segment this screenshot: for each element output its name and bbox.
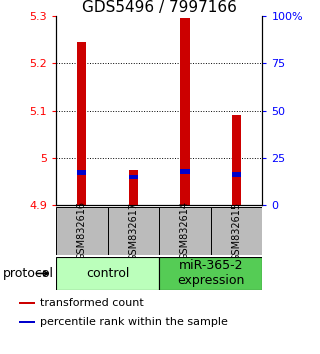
Bar xyxy=(129,170,138,205)
Text: percentile rank within the sample: percentile rank within the sample xyxy=(40,317,228,327)
Text: control: control xyxy=(86,267,129,280)
Text: GSM832617: GSM832617 xyxy=(128,201,139,261)
Bar xyxy=(180,169,190,173)
Bar xyxy=(159,257,262,290)
Bar xyxy=(77,170,86,175)
Bar xyxy=(159,207,211,255)
Text: miR-365-2
expression: miR-365-2 expression xyxy=(177,259,244,287)
Text: GSM832616: GSM832616 xyxy=(77,201,87,261)
Bar xyxy=(19,302,35,304)
Bar xyxy=(19,321,35,323)
Text: GSM832615: GSM832615 xyxy=(232,201,242,261)
Bar xyxy=(180,18,190,205)
Bar xyxy=(56,257,159,290)
Text: protocol: protocol xyxy=(3,267,54,280)
Bar xyxy=(129,175,138,179)
Bar xyxy=(232,115,241,205)
Bar xyxy=(232,172,241,177)
Text: GSM832614: GSM832614 xyxy=(180,201,190,261)
Text: transformed count: transformed count xyxy=(40,298,144,308)
Bar xyxy=(108,207,159,255)
Bar xyxy=(77,42,86,205)
Title: GDS5496 / 7997166: GDS5496 / 7997166 xyxy=(82,0,236,15)
Bar xyxy=(56,207,108,255)
Bar xyxy=(211,207,262,255)
